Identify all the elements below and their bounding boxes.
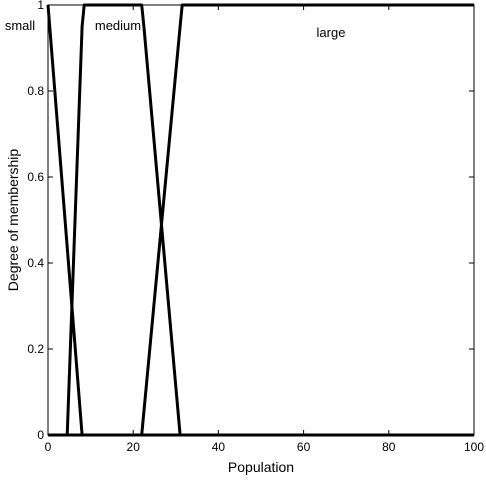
x-tick-label: 100 (464, 440, 484, 454)
y-tick-label: 0 (37, 428, 44, 442)
y-tick-label: 1 (37, 0, 44, 12)
plot-frame (47, 4, 475, 436)
series-label-small: small (5, 18, 35, 33)
y-tick-label: 0.8 (27, 84, 44, 98)
series-label-large: large (317, 25, 346, 40)
y-tick-label: 0.6 (27, 170, 44, 184)
y-axis-label: Degree of membership (5, 149, 21, 292)
x-tick-label: 0 (45, 440, 52, 454)
x-tick-label: 40 (212, 440, 226, 454)
plot-background (48, 5, 474, 435)
ticks-layer: 0 20 40 60 80 100 0 0.2 0.4 0.6 0.8 1 (27, 0, 484, 454)
x-tick-label: 60 (297, 440, 311, 454)
x-axis-label: Population (228, 459, 294, 475)
series-labels: small medium large (5, 18, 346, 40)
series-label-medium: medium (95, 18, 141, 33)
y-tick-label: 0.2 (27, 342, 44, 356)
x-tick-label: 80 (382, 440, 396, 454)
y-tick-label: 0.4 (27, 256, 44, 270)
x-tick-label: 20 (127, 440, 141, 454)
